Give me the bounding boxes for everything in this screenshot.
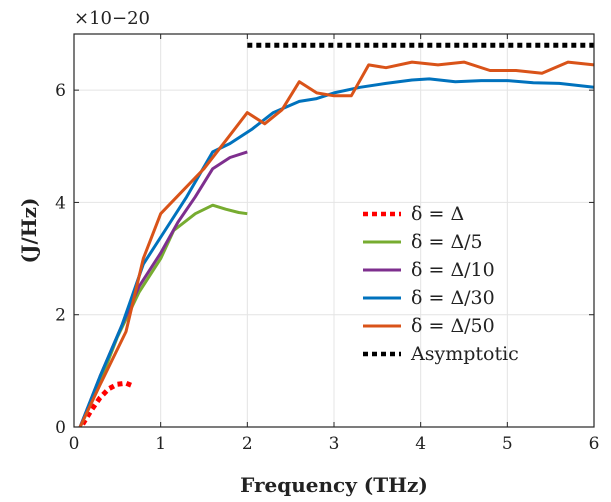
series-line-4 xyxy=(78,60,595,428)
legend-label-1: δ = Δ/5 xyxy=(411,231,483,253)
legend-label-4: δ = Δ/50 xyxy=(411,315,495,337)
x-tick-label-5: 5 xyxy=(502,434,513,454)
legend-label-3: δ = Δ/30 xyxy=(411,287,495,309)
series-group xyxy=(78,42,595,428)
x-tick-label-4: 4 xyxy=(415,434,426,454)
x-tick-label-0: 0 xyxy=(69,434,80,454)
legend-label-0: δ = Δ xyxy=(411,203,464,225)
x-axis-label: Frequency (THz) xyxy=(240,473,428,497)
y-tick-label-1: 2 xyxy=(55,306,66,326)
x-tick-label-6: 6 xyxy=(589,434,600,454)
x-tick-label-1: 1 xyxy=(155,434,166,454)
y-tick-label-2: 4 xyxy=(55,193,66,213)
tick-group: 0 1 2 3 4 5 6 0 2 4 6 xyxy=(55,34,599,454)
x-tick-label-2: 2 xyxy=(242,434,253,454)
x-tick-label-3: 3 xyxy=(329,434,340,454)
y-tick-label-0: 0 xyxy=(55,418,66,438)
series-line-3 xyxy=(78,77,595,428)
y-axis-label: (J/Hz) xyxy=(17,198,41,264)
legend-label-2: δ = Δ/10 xyxy=(411,259,495,281)
legend-label-5: Asymptotic xyxy=(410,343,519,365)
y-scale-factor: ×10−20 xyxy=(74,8,150,29)
legend: δ = Δ δ = Δ/5 δ = Δ/10 δ = Δ/30 δ = Δ/50 Asym… xyxy=(363,203,519,365)
y-tick-label-3: 6 xyxy=(55,81,66,101)
